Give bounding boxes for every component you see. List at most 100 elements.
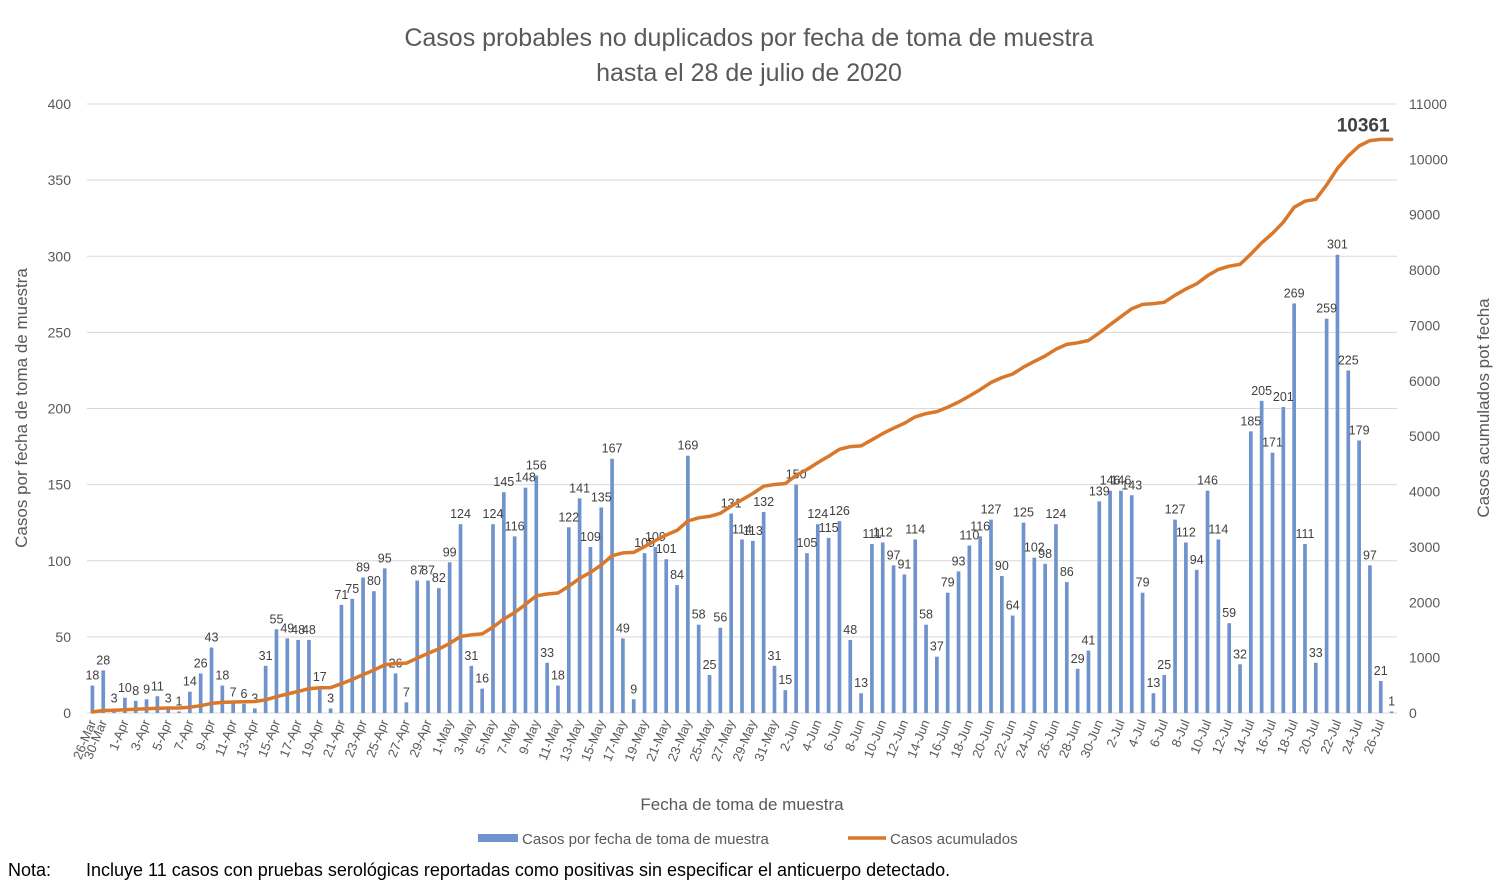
legend: Casos por fecha de toma de muestra Casos… <box>478 831 1018 848</box>
bar-data-label: 3 <box>327 691 334 705</box>
bar <box>209 647 214 713</box>
bar-data-label: 95 <box>378 551 392 565</box>
bar <box>664 559 669 713</box>
bar-data-label: 82 <box>432 571 446 585</box>
y2-tick-label: 8000 <box>1409 262 1440 278</box>
bar <box>610 458 614 713</box>
bar-data-label: 116 <box>505 519 525 533</box>
bar-data-label: 1 <box>1388 694 1395 708</box>
bar <box>750 540 755 713</box>
bar-data-label: 80 <box>367 574 381 588</box>
bar <box>588 547 593 713</box>
bar-data-label: 48 <box>291 623 305 637</box>
bar <box>978 536 983 713</box>
bar <box>696 624 701 713</box>
bar <box>599 507 604 713</box>
bar <box>848 639 853 713</box>
bar-data-label: 31 <box>259 649 273 663</box>
bar-data-label: 135 <box>591 490 612 504</box>
bar <box>1140 592 1145 713</box>
y-tick-label: 300 <box>48 248 72 264</box>
x-tick-label: 2-Jul <box>1103 717 1128 749</box>
bar-data-label: 109 <box>580 530 601 544</box>
y-tick-label: 0 <box>63 705 71 721</box>
bar-data-label: 114 <box>1208 522 1228 536</box>
bar-data-label: 55 <box>270 612 284 626</box>
bar-data-label: 102 <box>1024 541 1045 555</box>
footnote-text: Incluye 11 casos con pruebas serológicas… <box>86 860 951 880</box>
bar-data-label: 146 <box>1110 474 1131 488</box>
bar <box>188 691 192 713</box>
bar <box>155 696 160 713</box>
bar <box>328 708 333 713</box>
bar-data-label: 125 <box>1013 506 1034 520</box>
y-tick-label: 150 <box>48 477 72 493</box>
bar <box>285 638 290 713</box>
bar <box>1216 539 1221 713</box>
bar <box>556 685 560 713</box>
bar <box>783 690 788 713</box>
bar <box>729 513 734 713</box>
bar-data-label: 93 <box>952 554 966 568</box>
bar-data-label: 99 <box>443 545 457 559</box>
bar-data-label: 115 <box>819 521 839 535</box>
bar-data-label: 111 <box>1295 527 1314 541</box>
bar-data-label: 114 <box>732 522 752 536</box>
bar <box>1292 303 1296 713</box>
legend-label-line: Casos acumulados <box>890 831 1018 848</box>
bar <box>382 568 387 713</box>
bar-data-label: 32 <box>1233 647 1247 661</box>
bar-data-label: 109 <box>645 530 666 544</box>
bar <box>274 629 279 713</box>
bar-data-label: 101 <box>656 542 677 556</box>
bar-data-label: 3 <box>111 691 118 705</box>
bar <box>935 656 939 713</box>
y2-tick-label: 1000 <box>1409 650 1440 666</box>
bar-data-label: 79 <box>1136 576 1150 590</box>
bar <box>945 592 950 713</box>
y-tick-label: 400 <box>48 96 72 112</box>
bar <box>317 687 322 713</box>
bar <box>1389 711 1394 713</box>
bar-data-label: 105 <box>634 536 655 550</box>
bar <box>296 639 300 713</box>
bar <box>956 571 961 713</box>
bar-data-label: 58 <box>919 608 933 622</box>
bar-data-label: 90 <box>995 559 1009 573</box>
bar <box>144 699 149 713</box>
bar-data-label: 122 <box>558 510 579 524</box>
bar-data-label: 124 <box>1046 507 1067 521</box>
bar-data-label: 37 <box>930 640 944 654</box>
bar <box>231 702 235 713</box>
bar-data-label: 225 <box>1338 353 1359 367</box>
bar <box>1054 524 1058 713</box>
bar <box>90 685 95 713</box>
bar <box>1378 681 1383 713</box>
footnote: Nota: Incluye 11 casos con pruebas seroló… <box>8 860 950 881</box>
y-tick-label: 250 <box>48 324 72 340</box>
bar <box>631 699 636 713</box>
bar-data-label: 9 <box>630 682 637 696</box>
bar <box>891 565 896 713</box>
y2-tick-label: 2000 <box>1409 594 1440 610</box>
y-axis-left-ticks: 0 50 100 150 200 250 300 350 400 <box>48 96 72 721</box>
gridlines <box>87 103 1397 714</box>
bar <box>1075 668 1080 713</box>
bar-data-label: 97 <box>1363 548 1377 562</box>
bar-data-label: 25 <box>1157 658 1171 672</box>
bar <box>1162 674 1167 713</box>
bar-data-label: 127 <box>981 503 1002 517</box>
bar-data-label: 87 <box>410 564 424 578</box>
bar-data-label: 49 <box>280 621 294 635</box>
bar <box>989 519 993 713</box>
bar <box>545 662 549 713</box>
bar-data-label: 17 <box>313 670 327 684</box>
y-tick-label: 200 <box>48 401 72 417</box>
bar-data-label: 31 <box>464 649 478 663</box>
y2-tick-label: 9000 <box>1409 207 1440 223</box>
bar-data-label: 205 <box>1251 384 1272 398</box>
bar <box>1259 400 1264 713</box>
bar <box>1357 440 1361 713</box>
bar <box>1205 490 1210 713</box>
bar-data-label: 84 <box>670 568 684 582</box>
